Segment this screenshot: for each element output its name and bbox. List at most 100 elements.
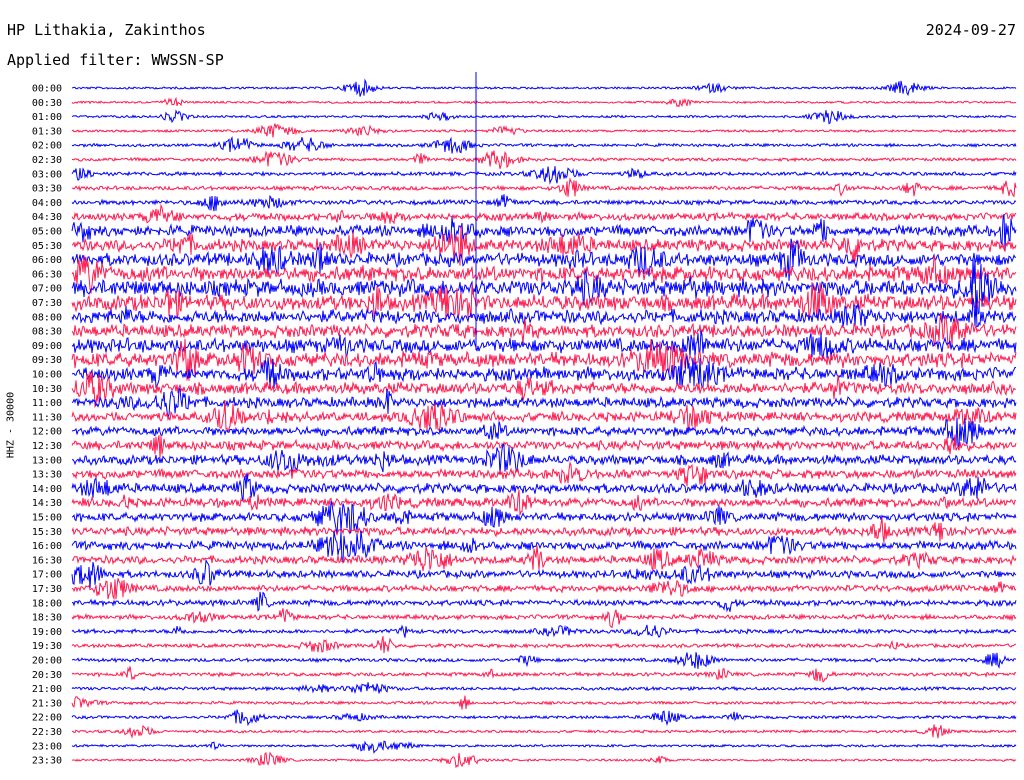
trace-1100 <box>71 386 1017 419</box>
trace-0100 <box>71 109 1017 125</box>
trace-1800 <box>71 591 1017 613</box>
trace-1630 <box>71 545 1017 572</box>
row-label: 04:00 <box>32 198 62 209</box>
trace-1830 <box>71 608 1017 629</box>
row-label: 13:00 <box>32 455 62 466</box>
traces-layer <box>71 72 1017 769</box>
row-label: 10:30 <box>32 384 62 395</box>
row-label: 17:00 <box>32 570 62 581</box>
trace-1930 <box>71 636 1016 654</box>
trace-1430 <box>71 489 1017 515</box>
trace-2030 <box>71 666 1017 683</box>
trace-2130 <box>71 695 1017 710</box>
row-label: 21:00 <box>32 684 62 695</box>
row-label: 20:30 <box>32 670 62 681</box>
row-label: 11:00 <box>32 398 62 409</box>
row-label: 10:00 <box>32 370 62 381</box>
trace-1700 <box>71 558 1017 589</box>
trace-0430 <box>71 203 1017 225</box>
row-label: 02:00 <box>32 141 62 152</box>
trace-0330 <box>71 177 1017 198</box>
filter-label: Applied filter: WWSSN-SP <box>7 51 224 69</box>
row-label: 21:30 <box>32 698 62 709</box>
trace-0000 <box>71 78 1017 97</box>
row-label: 00:30 <box>32 98 62 109</box>
trace-1730 <box>71 578 1017 601</box>
trace-1000 <box>71 355 1017 389</box>
row-label: 05:30 <box>32 241 62 252</box>
row-label: 01:00 <box>32 112 62 123</box>
row-label: 06:00 <box>32 255 62 266</box>
row-label: 08:00 <box>32 312 62 323</box>
row-label: 03:00 <box>32 169 62 180</box>
trace-1530 <box>71 517 1017 543</box>
row-label: 02:30 <box>32 155 62 166</box>
trace-1400 <box>71 472 1017 502</box>
row-label: 20:00 <box>32 656 62 667</box>
row-label: 07:30 <box>32 298 62 309</box>
trace-2300 <box>71 740 1017 755</box>
trace-0200 <box>71 135 1017 154</box>
trace-1200 <box>71 417 1017 448</box>
row-label: 01:30 <box>32 126 62 137</box>
trace-0900 <box>71 330 1017 361</box>
row-label: 19:00 <box>32 627 62 638</box>
trace-2000 <box>71 652 1017 669</box>
row-label: 14:30 <box>32 498 62 509</box>
row-label: 00:00 <box>32 84 62 95</box>
row-label: 04:30 <box>32 212 62 223</box>
row-label: 16:00 <box>32 541 62 552</box>
row-label: 18:00 <box>32 598 62 609</box>
trace-2330 <box>72 751 1017 769</box>
trace-1600 <box>71 530 1017 562</box>
trace-2230 <box>71 724 1017 739</box>
trace-0130 <box>71 123 1017 138</box>
row-label: 09:30 <box>32 355 62 366</box>
trace-0530 <box>71 225 1017 266</box>
trace-2100 <box>71 682 1017 695</box>
row-label: 23:00 <box>32 741 62 752</box>
row-label: 15:30 <box>32 527 62 538</box>
trace-0500 <box>71 213 1017 252</box>
row-label: 08:30 <box>32 327 62 338</box>
row-label: 15:00 <box>32 513 62 524</box>
row-label: 14:00 <box>32 484 62 495</box>
trace-2200 <box>71 709 1017 727</box>
row-label: 09:00 <box>32 341 62 352</box>
row-label: 19:30 <box>32 641 62 652</box>
row-label: 16:30 <box>32 555 62 566</box>
row-label: 07:00 <box>32 284 62 295</box>
trace-0700 <box>71 258 1017 317</box>
row-label: 12:30 <box>32 441 62 452</box>
row-label: 13:30 <box>32 470 62 481</box>
row-label: 06:30 <box>32 269 62 280</box>
station-title: HP Lithakia, Zakinthos <box>7 21 206 39</box>
trace-0030 <box>71 96 1017 108</box>
row-labels-layer: 00:00 00:30 01:00 01:30 02:00 02:30 03:00 03:30… <box>32 84 62 767</box>
trace-1900 <box>71 624 1017 638</box>
trace-1300 <box>71 443 1017 475</box>
row-label: 22:30 <box>32 727 62 738</box>
trace-0800 <box>71 297 1017 328</box>
trace-0730 <box>71 282 1017 320</box>
trace-1500 <box>71 501 1017 535</box>
row-label: 22:00 <box>32 713 62 724</box>
row-label: 23:30 <box>32 756 62 767</box>
trace-1130 <box>71 400 1017 433</box>
trace-1030 <box>71 371 1017 409</box>
row-label: 05:00 <box>32 227 62 238</box>
trace-1230 <box>71 434 1017 458</box>
date-label: 2024-09-27 <box>925 21 1016 39</box>
trace-0230 <box>72 150 1017 169</box>
trace-0930 <box>71 338 1017 381</box>
row-label: 03:30 <box>32 184 62 195</box>
row-label: 18:30 <box>32 613 62 624</box>
row-label: 12:00 <box>32 427 62 438</box>
trace-0600 <box>71 238 1016 281</box>
trace-0400 <box>71 194 1017 212</box>
row-label: 11:30 <box>32 412 62 423</box>
trace-0830 <box>71 312 1017 349</box>
trace-0300 <box>71 166 1017 185</box>
trace-1330 <box>71 460 1017 487</box>
